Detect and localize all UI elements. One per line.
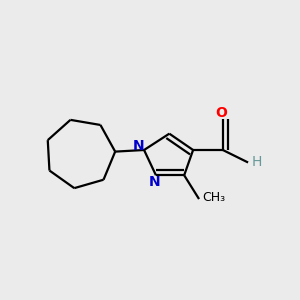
Text: CH₃: CH₃ xyxy=(202,191,225,204)
Text: H: H xyxy=(252,155,262,169)
Text: N: N xyxy=(133,140,145,153)
Text: O: O xyxy=(215,106,227,120)
Text: N: N xyxy=(148,175,160,189)
